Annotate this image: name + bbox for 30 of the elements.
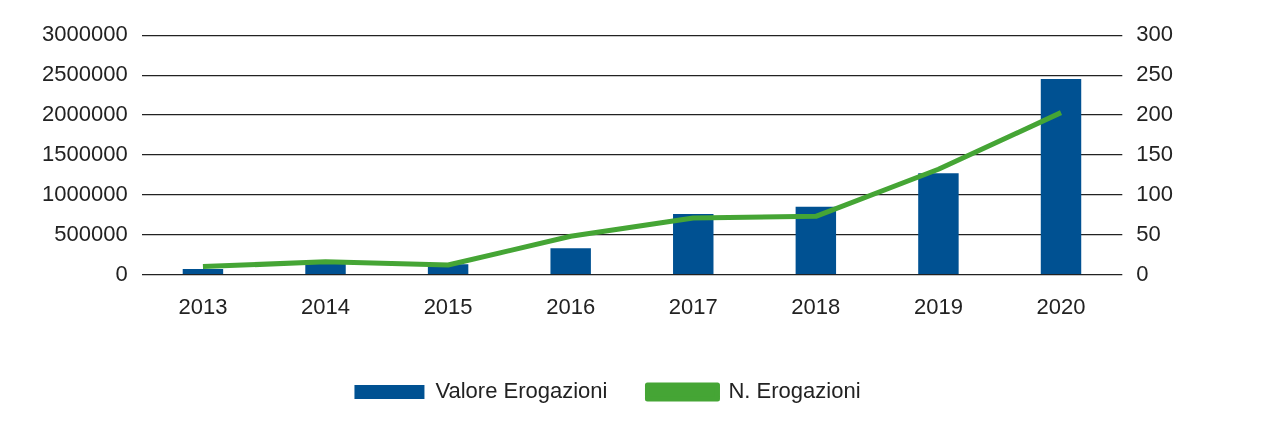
y2-tick-label: 200 (1136, 101, 1174, 127)
bar (182, 269, 224, 274)
y2-tick-label: 0 (1136, 260, 1149, 286)
y2-tick-label: 150 (1136, 140, 1174, 166)
x-tick-label: 2013 (178, 293, 228, 319)
y2-tick-label: 300 (1136, 21, 1174, 47)
y2-tick-label: 100 (1136, 180, 1174, 206)
x-tick-label: 2020 (1036, 293, 1086, 319)
bar (918, 173, 959, 274)
y-tick-label: 0 (115, 260, 128, 286)
y-tick-label: 1000000 (41, 180, 128, 206)
y-tick-label: 2000000 (41, 101, 128, 127)
y2-tick-label: 50 (1136, 220, 1161, 246)
y2-tick-label: 250 (1136, 61, 1174, 87)
y-tick-label: 500000 (54, 220, 128, 246)
bar (550, 248, 591, 274)
x-tick-label: 2016 (546, 293, 596, 319)
y-tick-label: 1500000 (41, 140, 128, 166)
legend-label: N. Erogazioni (728, 378, 861, 404)
y-tick-label: 3000000 (41, 21, 128, 47)
x-tick-label: 2015 (423, 293, 473, 319)
x-tick-label: 2014 (301, 293, 350, 319)
x-tick-label: 2017 (668, 293, 718, 319)
bar (795, 206, 837, 274)
x-tick-label: 2018 (791, 293, 841, 319)
bar (1040, 79, 1082, 274)
y-tick-label: 2500000 (41, 61, 128, 87)
legend-label: Valore Erogazioni (435, 378, 608, 404)
bar (673, 213, 714, 274)
x-tick-label: 2019 (913, 293, 963, 319)
